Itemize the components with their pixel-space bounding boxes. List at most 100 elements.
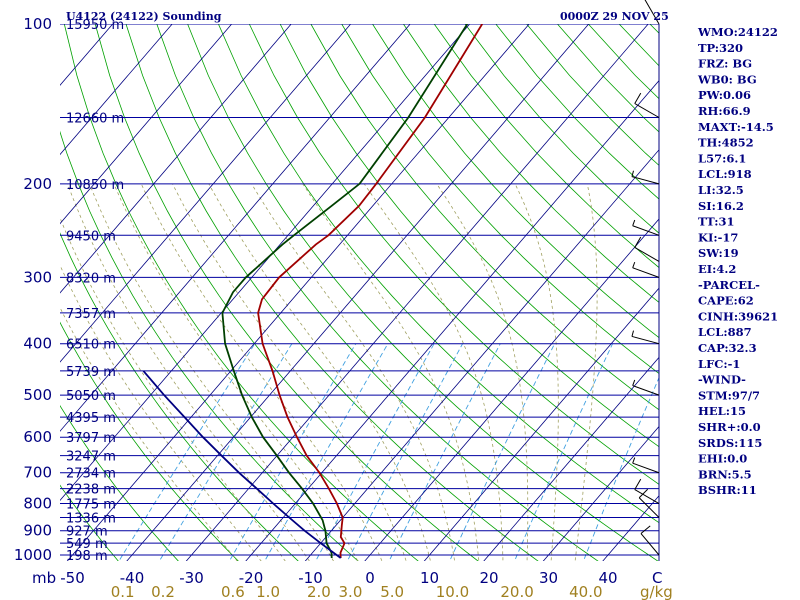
temperature-labels: -50 -40 -30 -20 -10 0 10 20 30 40 — [60, 569, 617, 587]
mixing-ratio-line — [388, 343, 501, 561]
barb-staff — [640, 533, 660, 556]
index-item: SHR+:0.0 — [698, 420, 761, 434]
mixing-ratio-line — [158, 343, 293, 561]
temperature-label: 10 — [420, 569, 439, 587]
barb-half — [632, 379, 636, 386]
wind-barb — [631, 170, 660, 185]
moist-adiabat — [60, 306, 238, 561]
plot-background — [60, 24, 659, 561]
moist-adiabat — [60, 216, 286, 561]
parcel-profile — [142, 370, 342, 559]
isobars — [60, 24, 659, 556]
mixing-ratio-label: 20.0 — [500, 583, 533, 600]
height-label: 1336 m — [66, 512, 116, 527]
moist-adiabats — [60, 183, 598, 561]
temperature-label: -50 — [60, 569, 85, 587]
temperature-label: -30 — [179, 569, 204, 587]
dry-adiabat — [0, 24, 2, 566]
temperature-label: -10 — [298, 569, 323, 587]
temperature-label: -20 — [239, 569, 264, 587]
isotherm — [60, 24, 411, 432]
index-item: FRZ: BG — [698, 57, 752, 71]
index-item: LCL:918 — [698, 167, 752, 181]
height-label: 927 m — [66, 525, 108, 540]
temperature-label: 30 — [539, 569, 558, 587]
height-label: 7357 m — [66, 307, 116, 322]
isotherm — [60, 24, 233, 225]
temperature-label: 0 — [365, 569, 375, 587]
barb-half — [632, 219, 636, 226]
dry-adiabat — [60, 130, 359, 561]
wind-barb — [644, 0, 660, 25]
pressure-label: 400 — [23, 335, 52, 353]
barb-staff — [644, 0, 660, 25]
mixing-ratio-line — [514, 343, 614, 561]
wind-barb — [634, 92, 660, 118]
dry-adiabat — [156, 24, 599, 561]
index-item: BSHR:11 — [698, 483, 757, 497]
barb-flag — [634, 92, 642, 104]
dry-adiabat — [341, 24, 659, 374]
mixing-ratio-line — [228, 343, 357, 561]
index-item: CAPE:62 — [698, 294, 754, 308]
dry-adiabat — [60, 484, 119, 561]
moist-adiabat — [60, 264, 262, 561]
mixing-ratio-label: 1.0 — [256, 583, 280, 600]
height-label: 5739 m — [66, 365, 116, 380]
axis-end-label: C — [652, 569, 662, 587]
index-item: -PARCEL- — [698, 278, 760, 292]
moist-adiabat — [172, 183, 407, 561]
wind-barb — [632, 219, 660, 236]
isotherm — [364, 218, 659, 561]
height-labels: 15950 m 12660 m 10850 m 9450 m 8320 m 7357 m 6… — [66, 18, 124, 564]
index-item: SW:19 — [698, 246, 739, 260]
pressure-label: 200 — [23, 175, 52, 193]
moist-adiabat — [113, 183, 359, 561]
index-item: LCL:887 — [698, 325, 752, 339]
index-item: TH:4852 — [698, 136, 754, 150]
isotherm — [423, 287, 659, 561]
barb-half — [631, 170, 634, 177]
temperature-profile — [257, 24, 483, 559]
isotherm — [483, 356, 659, 561]
moist-adiabat — [67, 183, 310, 561]
barb-staff — [632, 267, 660, 278]
mixing-ratio-unit: g/kg — [640, 583, 673, 600]
index-item: TP:320 — [698, 41, 743, 55]
temperature-label: 40 — [598, 569, 617, 587]
mixing-ratio-label: 10.0 — [436, 583, 469, 600]
index-item: BRN:5.5 — [698, 467, 752, 481]
index-item: RH:66.9 — [698, 104, 751, 118]
pressure-label: 900 — [23, 522, 52, 540]
mixing-ratio-line — [346, 343, 463, 561]
pressure-labels: 100 200 300 400 500 600 700 800 900 1000 — [14, 15, 52, 564]
mixing-ratio-line — [118, 343, 256, 561]
isotherm — [60, 24, 352, 363]
height-label: 2734 m — [66, 467, 116, 482]
index-item: LFC:-1 — [698, 357, 740, 371]
wind-barb — [638, 488, 660, 518]
dry-adiabat — [60, 232, 299, 561]
moist-adiabat — [363, 183, 504, 561]
moist-adiabat — [514, 183, 559, 561]
dewpoint-profile — [221, 24, 469, 559]
index-item: KI:-17 — [698, 230, 738, 244]
pressure-label: 600 — [23, 428, 52, 446]
barb-flag — [634, 478, 642, 490]
mixing-ratio-label: 0.2 — [151, 583, 175, 600]
index-item: CINH:39621 — [698, 309, 778, 323]
barb-staff — [631, 176, 660, 185]
dry-adiabat — [60, 404, 179, 561]
barb-flag — [634, 236, 642, 248]
dry-adiabat — [403, 24, 659, 303]
isotherms — [60, 24, 659, 561]
index-item: L57:6.1 — [698, 151, 746, 165]
wind-barb — [631, 330, 660, 345]
dry-adiabat — [63, 24, 419, 561]
pressure-label: 100 — [23, 15, 52, 33]
temperature-label: 20 — [479, 569, 498, 587]
height-label: 9450 m — [66, 229, 116, 244]
height-label: 4395 m — [66, 411, 116, 426]
barb-flag — [640, 525, 651, 534]
